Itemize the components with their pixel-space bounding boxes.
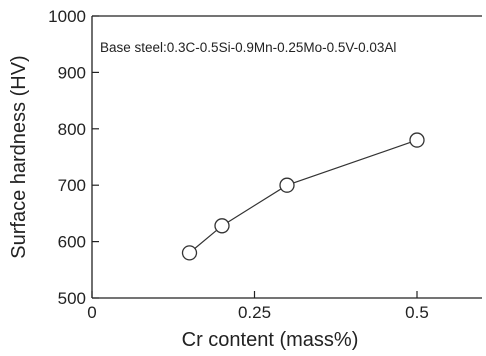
data-point (409, 132, 425, 148)
series-line (189, 139, 418, 254)
y-tick-label: 700 (58, 176, 86, 195)
x-axis-title: Cr content (mass%) (182, 329, 359, 351)
y-axis: 500 600 700 800 900 1000 (48, 7, 99, 308)
plot-frame-group (91, 15, 482, 299)
data-point (214, 218, 230, 234)
y-axis-title: Surface hardness (HV) (8, 55, 30, 258)
y-tick-label: 800 (58, 120, 86, 139)
y-tick-label: 600 (58, 233, 86, 252)
x-tick-label: 0 (87, 303, 96, 322)
data-point (279, 177, 295, 193)
x-tick-label: 0.25 (238, 303, 271, 322)
x-tick-label: 0.5 (405, 303, 429, 322)
series-group (181, 132, 425, 261)
annotation-base-steel: Base steel:0.3C-0.5Si-0.9Mn-0.25Mo-0.5V-… (100, 40, 396, 55)
y-tick-label: 500 (58, 289, 86, 308)
y-tick-label: 900 (58, 63, 86, 82)
y-tick-label: 1000 (48, 7, 86, 26)
data-point (181, 245, 198, 261)
x-axis: 0 0.25 0.5 (87, 291, 429, 322)
